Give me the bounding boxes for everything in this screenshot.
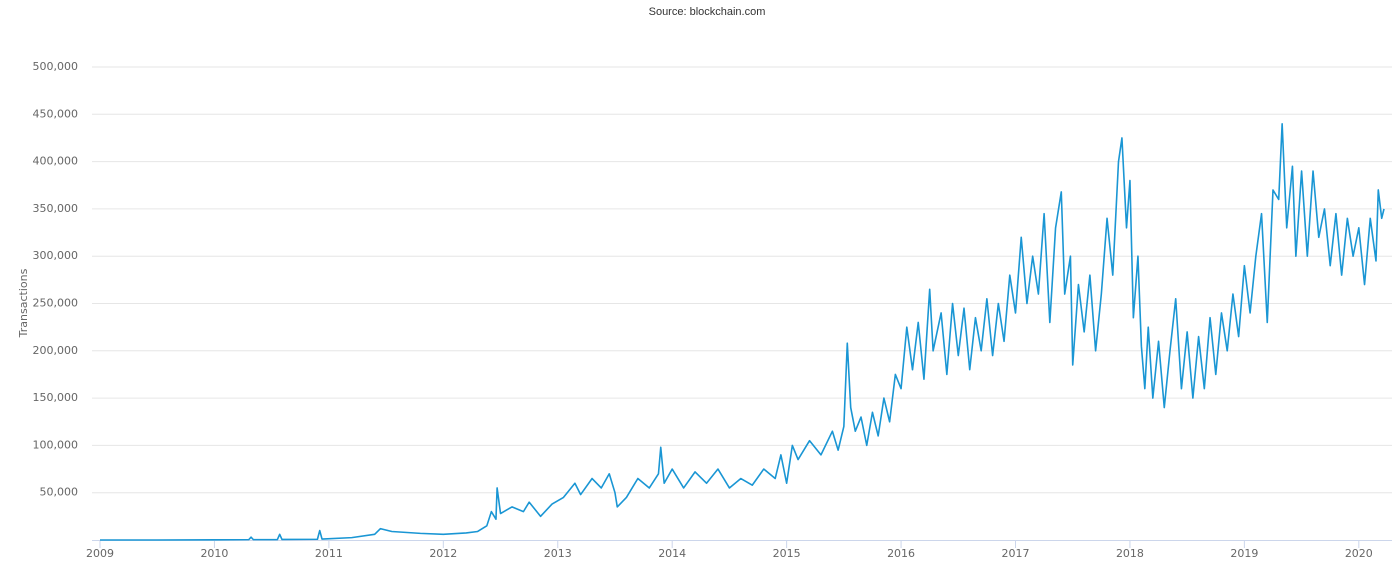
y-tick-label: 500,000 <box>33 60 79 73</box>
x-tick-label: 2017 <box>1002 547 1030 560</box>
x-tick-label: 2018 <box>1116 547 1144 560</box>
y-axis-label: Transactions <box>17 268 30 338</box>
data-line <box>100 122 1385 541</box>
x-tick-label: 2014 <box>658 547 686 560</box>
x-tick-label: 2012 <box>429 547 457 560</box>
x-tick-label: 2019 <box>1230 547 1258 560</box>
y-tick-label: 450,000 <box>33 107 79 120</box>
x-tick-label: 2016 <box>887 547 915 560</box>
x-tick-label: 2009 <box>86 547 114 560</box>
x-tick-label: 2010 <box>200 547 228 560</box>
x-tick-label: 2013 <box>544 547 572 560</box>
y-tick-label: 200,000 <box>33 344 79 357</box>
x-tick-label: 2020 <box>1345 547 1373 560</box>
y-tick-label: 50,000 <box>40 486 79 499</box>
y-tick-label: 150,000 <box>33 391 79 404</box>
x-tick-label: 2015 <box>773 547 801 560</box>
y-tick-label: 350,000 <box>33 202 79 215</box>
x-tick-label: 2011 <box>315 547 343 560</box>
y-tick-label: 250,000 <box>33 297 79 310</box>
chart-title: Source: blockchain.com <box>649 6 766 18</box>
y-tick-label: 100,000 <box>33 438 79 451</box>
y-tick-label: 400,000 <box>33 155 79 168</box>
y-tick-label: 300,000 <box>33 249 79 262</box>
